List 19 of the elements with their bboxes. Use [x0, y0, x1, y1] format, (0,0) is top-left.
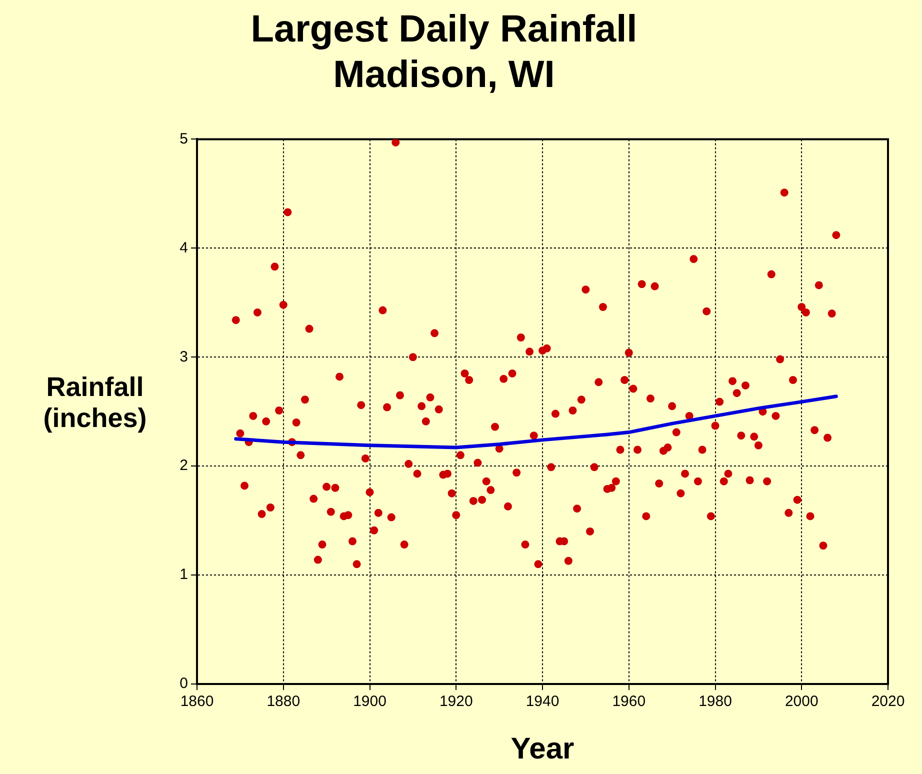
x-tick-label: 1900 [353, 693, 386, 710]
x-tick-label: 1980 [698, 693, 732, 710]
y-tick-label: 5 [180, 130, 188, 148]
y-tick-label: 1 [180, 566, 188, 584]
y-tick-label: 0 [180, 675, 188, 692]
x-tick-label: 2000 [784, 693, 818, 710]
y-tick-label: 4 [180, 239, 188, 256]
y-tick-label: 2 [180, 457, 188, 474]
x-axis-title: Year [510, 732, 575, 766]
y-tick-label: 3 [180, 348, 188, 366]
x-tick-label: 1860 [180, 693, 214, 710]
x-tick-label: 1880 [266, 693, 300, 710]
x-tick-label: 1960 [612, 693, 646, 710]
x-tick-label: 1920 [439, 693, 473, 710]
x-tick-label: 1940 [526, 693, 560, 710]
y-axis-title: Rainfall (inches) [42, 372, 148, 434]
chart-subtitle: Madison, WI [333, 54, 555, 96]
x-tick-label: 2020 [871, 693, 905, 710]
chart-title: Largest Daily Rainfall [250, 8, 638, 50]
